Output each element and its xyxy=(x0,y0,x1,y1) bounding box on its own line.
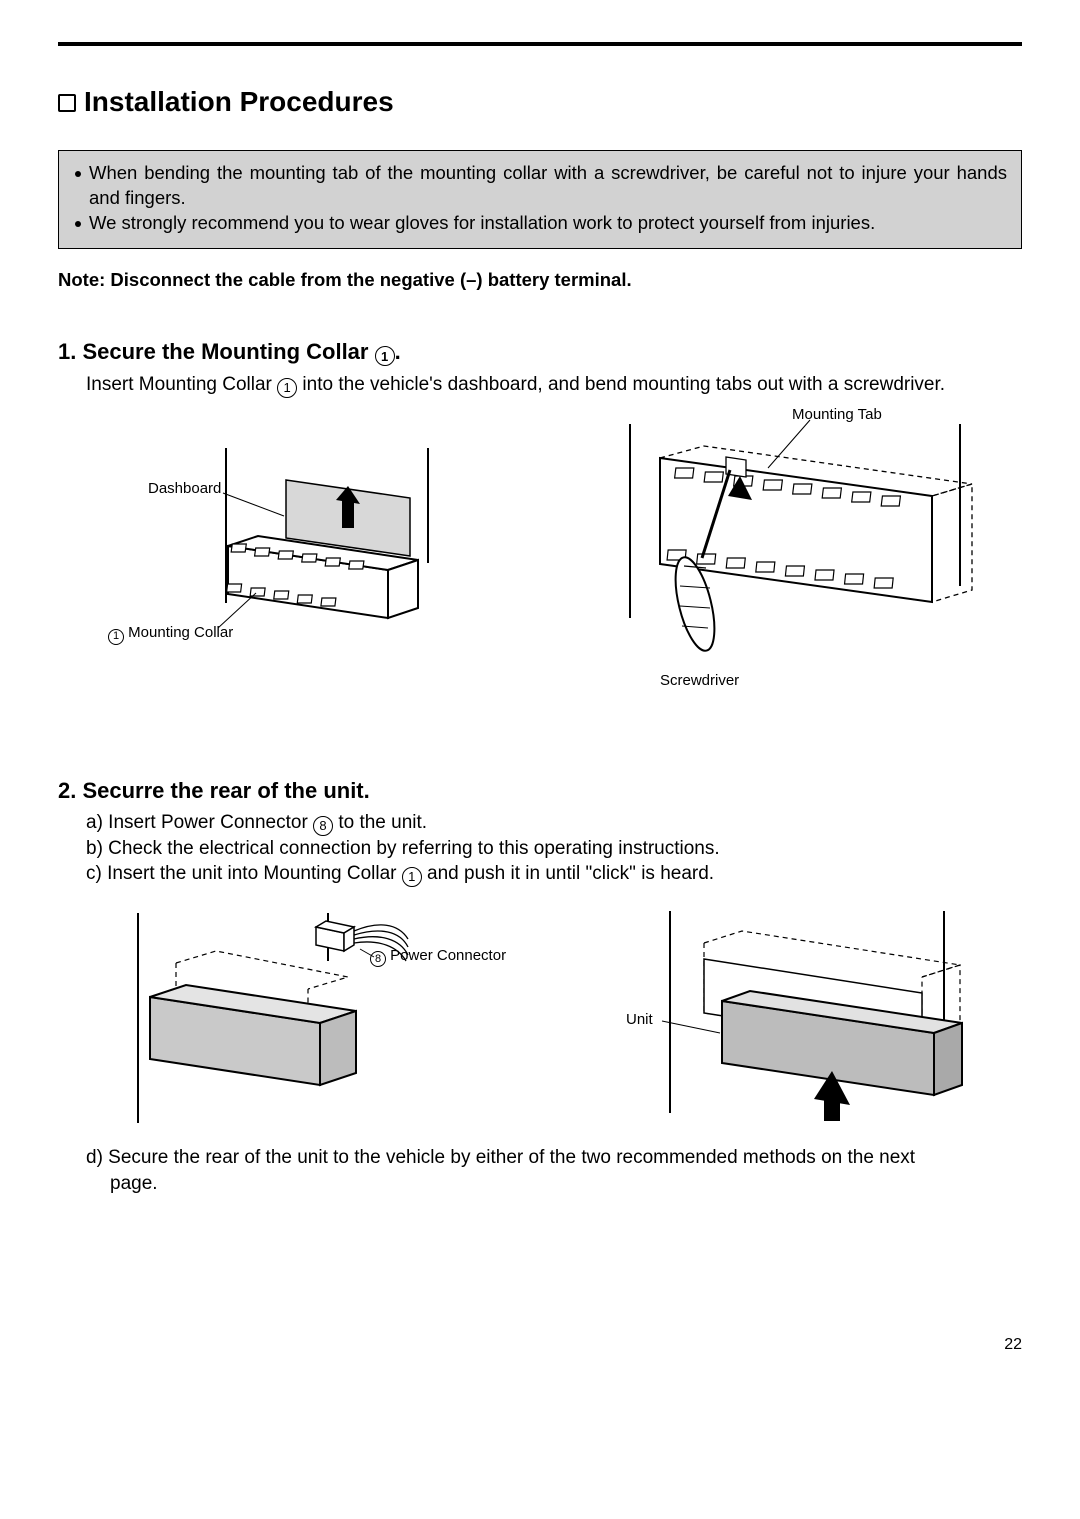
step2-a: a) Insert Power Connector 8 to the unit. xyxy=(86,810,1022,836)
label-mounting-collar: 1 Mounting Collar xyxy=(108,624,233,645)
label-mounting-tab: Mounting Tab xyxy=(792,406,882,423)
step1-body: Insert Mounting Collar 1 into the vehicl… xyxy=(58,372,1022,398)
label-unit: Unit xyxy=(626,1011,653,1028)
battery-note: Note: Disconnect the cable from the nega… xyxy=(58,269,1022,291)
label-dashboard: Dashboard xyxy=(148,480,221,497)
page-title: Installation Procedures xyxy=(58,86,1022,118)
diagram-row-2: 8 Power Connector Unit xyxy=(58,903,1022,1133)
diagram-power-connector: 8 Power Connector xyxy=(88,903,508,1133)
circled-1-icon: 1 xyxy=(375,346,395,366)
step1-heading: 1. Secure the Mounting Collar 1. xyxy=(58,339,1022,367)
label-power-connector: 8 Power Connector xyxy=(370,947,506,968)
step2-c: c) Insert the unit into Mounting Collar … xyxy=(86,861,1022,887)
circled-8-icon: 8 xyxy=(370,951,386,967)
top-rule xyxy=(58,42,1022,46)
power-connector-svg xyxy=(88,903,508,1133)
step2-body: a) Insert Power Connector 8 to the unit.… xyxy=(58,810,1022,887)
step2-b: b) Check the electrical connection by re… xyxy=(86,836,1022,862)
circled-1-icon: 1 xyxy=(108,629,124,645)
diagram-screwdriver: Mounting Tab Screwdriver xyxy=(612,418,992,718)
step2-d: d) Secure the rear of the unit to the ve… xyxy=(58,1145,1022,1196)
warning-item: When bending the mounting tab of the mou… xyxy=(73,161,1007,211)
warning-box: When bending the mounting tab of the mou… xyxy=(58,150,1022,249)
diagram-mounting-collar: Dashboard 1 Mounting Collar xyxy=(108,418,468,678)
page-number: 22 xyxy=(58,1336,1022,1354)
step2-heading: 2. Securre the rear of the unit. xyxy=(58,778,1022,804)
circled-1-icon: 1 xyxy=(277,378,297,398)
diagram-insert-unit: Unit xyxy=(592,903,992,1133)
label-screwdriver: Screwdriver xyxy=(660,672,739,689)
diagram-row-1: Dashboard 1 Mounting Collar xyxy=(58,418,1022,718)
square-bullet-icon xyxy=(58,94,76,112)
circled-8-icon: 8 xyxy=(313,816,333,836)
title-text: Installation Procedures xyxy=(84,86,394,118)
circled-1-icon: 1 xyxy=(402,867,422,887)
warning-item: We strongly recommend you to wear gloves… xyxy=(73,211,1007,236)
